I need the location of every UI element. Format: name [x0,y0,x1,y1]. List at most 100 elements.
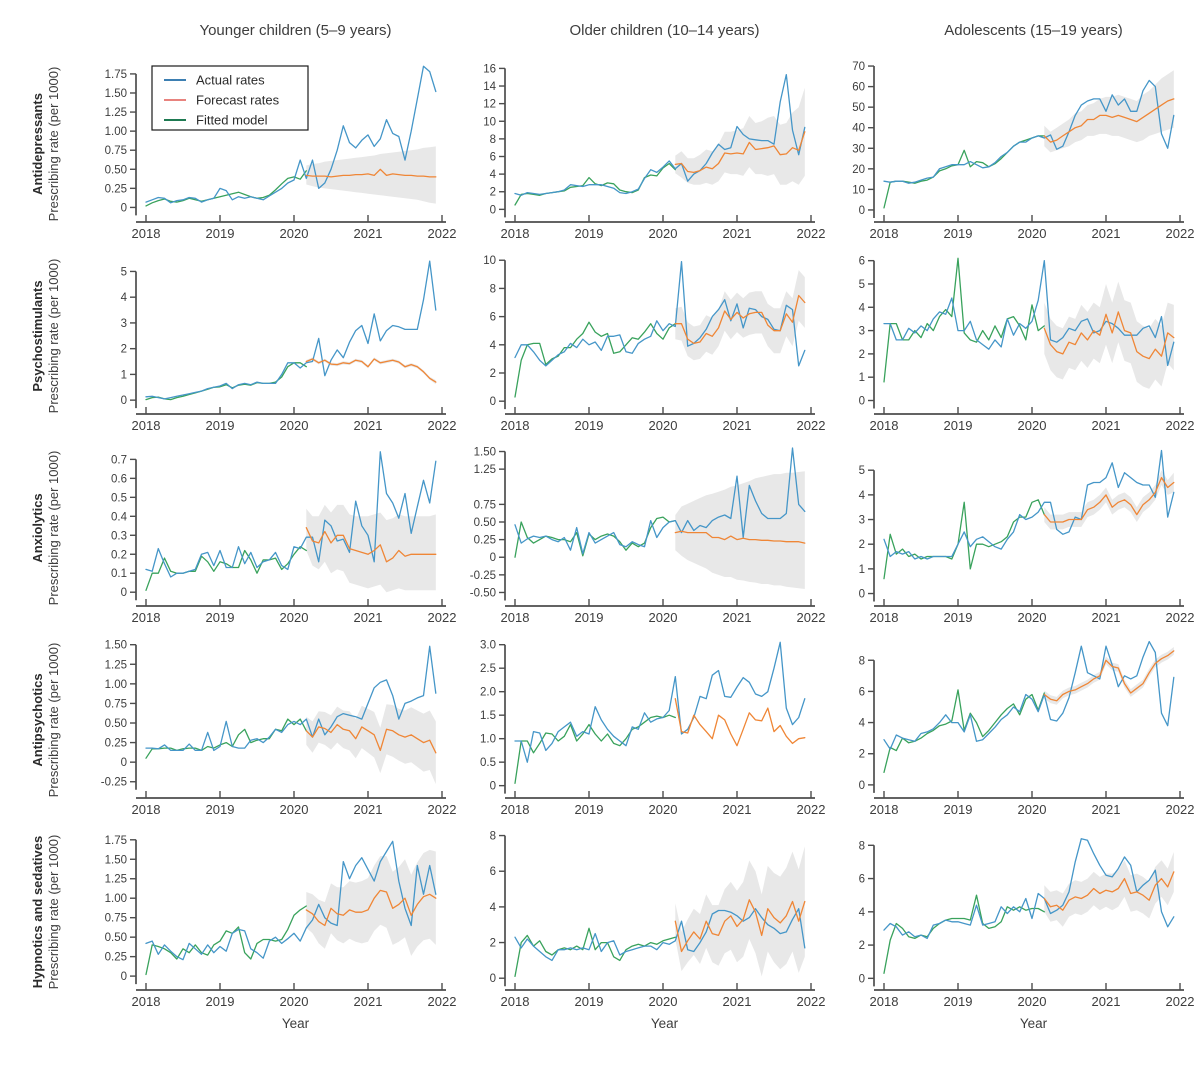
y-tick-label: 0.6 [111,473,127,485]
y-tick-label: 0.25 [105,183,127,195]
row-label-antipsychotics: Antipsychotics Prescribing rate (per 1000… [0,632,92,824]
y-tick-label: 1.0 [480,734,496,746]
y-tick-label: 0 [490,973,496,985]
actual-rates-line [883,838,1175,940]
y-tick-label: 6 [490,312,496,324]
x-tick-label: 2018 [132,994,161,1009]
y-tick-label: 4 [121,292,128,304]
y-tick-label: 0 [121,971,127,983]
actual-rates-line [145,65,437,204]
confidence-band [306,704,436,785]
y-tick-label: 0.75 [105,913,127,925]
x-tick-label: 2020 [649,802,678,817]
x-tick-label: 2018 [870,226,899,241]
y-tick-label: 0.50 [105,164,127,176]
chart-anxiolytics-younger: 0 0.1 0.2 0.3 0.4 0.5 0.6 0.7 2018 2019 2020 2021 20… [111,451,456,625]
actual-rates-line [514,447,806,555]
x-tick-label: 2019 [206,418,235,433]
fitted-model-line [514,516,676,558]
x-tick-label: 2018 [870,802,899,817]
axes: 0 1 2 3 4 5 2018 2019 2020 2021 2022 [859,465,1195,625]
chart-anxiolytics-adolescents: 0 1 2 3 4 5 2018 2019 2020 2021 2022 [859,449,1195,625]
y-tick-label: 0.7 [111,454,127,466]
x-tick-label: 2020 [280,994,309,1009]
y-tick-label: 8 [490,134,496,146]
y-tick-label: 0.2 [111,549,127,561]
y-tick-label: 10 [483,116,496,128]
y-tick-label: 1.50 [105,854,127,866]
y-tick-label: 2.5 [480,663,496,675]
x-tick-label: 2022 [1166,802,1195,817]
x-tick-label: 2021 [723,226,752,241]
x-tick-label: 2018 [501,610,530,625]
y-tick-label: 0 [490,781,496,793]
y-tick-label: 1.25 [105,107,127,119]
x-tick-label: 2018 [132,418,161,433]
x-tick-label: 2022 [1166,418,1195,433]
x-tick-label: 2019 [944,418,973,433]
x-tick-label: 2022 [797,418,826,433]
y-tick-label: 0.25 [474,535,496,547]
y-tick-label: 2 [490,938,496,950]
y-tick-label: 4 [490,902,497,914]
confidence-band [675,846,805,977]
x-tick-label: 2020 [649,226,678,241]
y-tick-label: 0.75 [105,145,127,157]
y-tick-label: -0.50 [470,587,496,599]
y-tick-label: 2 [490,368,496,380]
y-axis-label: Prescribing rate (per 1000) [46,67,61,222]
y-tick-label: 0.75 [105,698,127,710]
y-tick-label: 1.50 [105,640,127,652]
chart-cell: 0 0.5 1.0 1.5 2.0 2.5 3.0 2018 2019 2020 2021 2022 [461,632,830,824]
y-tick-label: 0.25 [105,738,127,750]
x-tick-label: 2018 [870,418,899,433]
y-tick-label: 0 [859,589,865,601]
y-tick-label: 2 [490,187,496,199]
x-tick-label: 2019 [575,994,604,1009]
y-tick-label: 10 [483,255,496,267]
y-tick-label: -0.25 [101,777,127,789]
y-tick-label: 3 [121,318,127,330]
drug-name: Anxiolytics [29,493,45,563]
x-tick-label: 2018 [870,610,899,625]
fitted-model-line [145,362,307,401]
drug-name: Hypnotics and sedatives [29,836,45,989]
x-tick-label: 2022 [1166,610,1195,625]
forecast-rates-line [1043,98,1175,143]
forecast-rates-line [674,131,806,174]
y-tick-label: 8 [859,840,865,852]
chart-cell: -0.25 0 0.25 0.50 0.75 1.00 1.25 1.50 2018 2019 20… [92,632,461,824]
y-tick-label: 2 [859,940,865,952]
y-tick-label: 1.00 [105,126,127,138]
y-tick-label: 30 [852,143,865,155]
x-tick-label: 2021 [1092,226,1121,241]
drug-name: Antipsychotics [29,673,45,767]
y-tick-label: 0 [859,973,865,985]
axes: 0 2 4 6 8 2018 2019 2020 2021 2022 [859,655,1195,817]
actual-rates-line [883,79,1175,184]
chart-antidepressants-older: 0 2 4 6 8 10 12 14 16 2018 2019 2020 2021 2022 [483,63,825,241]
y-tick-label: 0.75 [474,499,496,511]
chart-antidepressants-adolescents: 0 10 20 30 40 50 60 70 2018 2019 2020 2021 2022 [852,61,1194,241]
x-tick-label: 2020 [1018,994,1047,1009]
x-tick-label: 2021 [723,994,752,1009]
x-tick-label: 2018 [501,802,530,817]
forecast-rates-line [1043,476,1175,523]
axes: 0 2 4 6 8 10 12 14 16 2018 2019 2020 2021 2022 [483,63,825,241]
chart-anxiolytics-older: 1.50 1.25 0.75 0.50 0.25 0 -0.25 -0.50 2018 2019 2… [470,447,826,625]
figure: Younger children (5–9 years) Older child… [0,22,1195,1031]
x-tick-label: 2021 [723,802,752,817]
chart-antipsychotics-younger: -0.25 0 0.25 0.50 0.75 1.00 1.25 1.50 2018 2019 20… [101,640,457,817]
fitted-model-line [145,905,307,976]
x-tick-label: 2021 [354,610,383,625]
y-tick-label: 0.50 [105,932,127,944]
forecast-rates-line [1043,871,1175,911]
confidence-band [1044,647,1174,705]
x-tick-label: 2020 [649,418,678,433]
axes: 0 2 4 6 8 2018 2019 2020 2021 2022 [490,831,826,1009]
chart-psychostimulants-older: 0 2 4 6 8 10 2018 2019 2020 2021 2022 [483,255,826,433]
y-tick-label: 8 [490,831,496,843]
y-tick-label: 1.00 [105,679,127,691]
x-tick-label: 2020 [1018,610,1047,625]
x-tick-label: 2019 [206,226,235,241]
